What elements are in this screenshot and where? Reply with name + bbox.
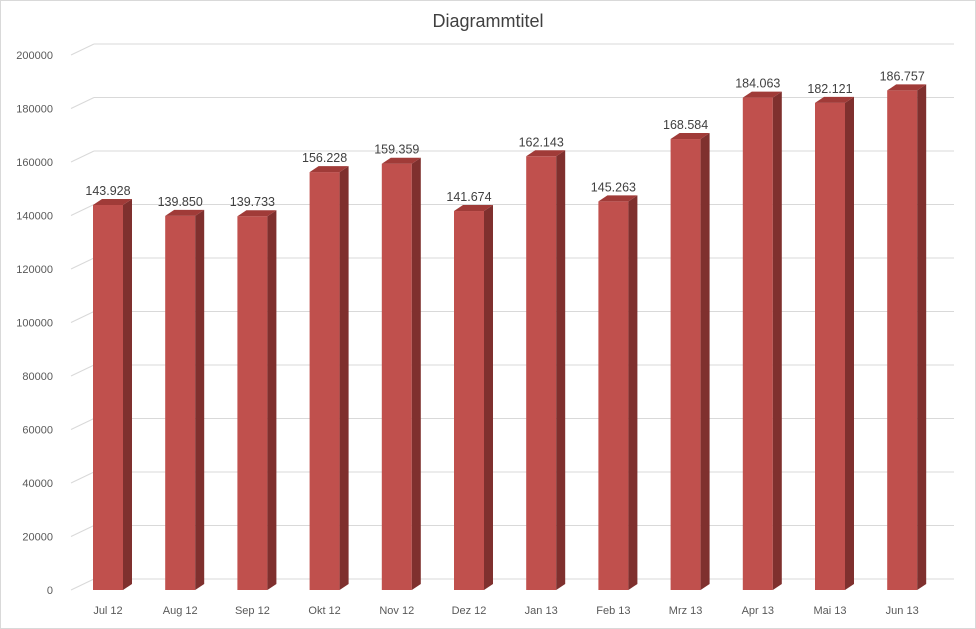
bar-top (742, 91, 782, 98)
gridline-depth (70, 364, 95, 377)
bar (526, 156, 557, 591)
bar-side (123, 198, 132, 590)
y-tick-label: 120000 (16, 264, 53, 276)
y-tick-label: 180000 (16, 104, 53, 116)
gridline-depth (70, 525, 95, 537)
x-tick-label: Jun 13 (886, 605, 919, 617)
bar-top (670, 133, 710, 140)
x-tick-label: Aug 12 (163, 605, 198, 617)
x-tick-label: Okt 12 (308, 605, 340, 617)
y-tick-label: 80000 (22, 371, 53, 383)
gridline-depth (70, 204, 95, 216)
gridline-depth (70, 257, 95, 270)
bar (237, 216, 268, 590)
bar (454, 211, 484, 591)
bar (598, 201, 629, 590)
gridline-depth (70, 471, 95, 484)
gridline-depth (70, 97, 95, 109)
x-tick-label: Nov 12 (379, 605, 414, 617)
data-label: 182.121 (807, 82, 852, 96)
bar-side (411, 157, 421, 591)
data-label: 184.063 (735, 77, 780, 91)
x-tick-label: Jan 13 (525, 605, 558, 617)
bar-top (887, 84, 927, 91)
gridline-depth (70, 418, 95, 430)
gridline-depth (70, 578, 95, 591)
bar-side (845, 96, 854, 590)
data-label: 186.757 (880, 69, 925, 83)
data-label: 156.228 (302, 151, 347, 165)
chart-title: Diagrammtitel (432, 11, 544, 31)
bar (670, 139, 701, 591)
data-label: 162.143 (519, 135, 564, 149)
y-tick-label: 160000 (16, 157, 53, 169)
data-label: 141.674 (446, 190, 491, 204)
y-tick-label: 20000 (22, 532, 53, 544)
bar-top (526, 150, 566, 157)
data-label: 139.850 (158, 195, 203, 209)
bar-top (165, 209, 205, 216)
bar-side (484, 205, 493, 591)
bar-side (339, 166, 349, 591)
y-tick-label: 60000 (22, 425, 53, 437)
bar-top (237, 210, 277, 217)
y-tick-label: 40000 (22, 478, 53, 490)
bar-side (772, 91, 782, 591)
x-tick-label: Mrz 13 (669, 605, 703, 617)
gridline-depth (70, 150, 95, 163)
bar-top (454, 205, 493, 212)
bar (381, 163, 412, 591)
gridline-depth (70, 43, 95, 56)
bar (887, 90, 918, 591)
y-tick-label: 140000 (16, 211, 53, 223)
bar (165, 215, 196, 590)
y-tick-label: 0 (47, 585, 53, 597)
data-label: 159.359 (374, 143, 419, 157)
bar-top (598, 195, 638, 202)
y-tick-label: 100000 (16, 318, 53, 330)
data-label: 139.733 (230, 195, 275, 209)
x-tick-label: Jul 12 (93, 605, 122, 617)
bar-top (815, 96, 854, 103)
bar-side (628, 195, 638, 590)
bar (815, 102, 845, 590)
bar-side (917, 84, 927, 591)
gridline-depth (70, 311, 95, 323)
bar-side (556, 150, 566, 591)
bar (742, 97, 773, 591)
bar (309, 172, 340, 591)
data-label: 145.263 (591, 180, 636, 194)
bar-side (195, 209, 205, 590)
data-label: 143.928 (85, 184, 130, 198)
x-tick-label: Sep 12 (235, 605, 270, 617)
y-tick-label: 200000 (16, 50, 53, 62)
x-tick-label: Mai 13 (813, 605, 846, 617)
bar-top (309, 166, 349, 173)
x-tick-label: Apr 13 (742, 605, 774, 617)
bar-side (267, 210, 277, 590)
x-tick-label: Dez 12 (452, 605, 487, 617)
bar-side (700, 133, 710, 591)
bar-top (381, 157, 421, 164)
bar (93, 204, 123, 590)
bar-top (93, 198, 132, 205)
x-tick-label: Feb 13 (596, 605, 630, 617)
data-label: 168.584 (663, 118, 708, 132)
